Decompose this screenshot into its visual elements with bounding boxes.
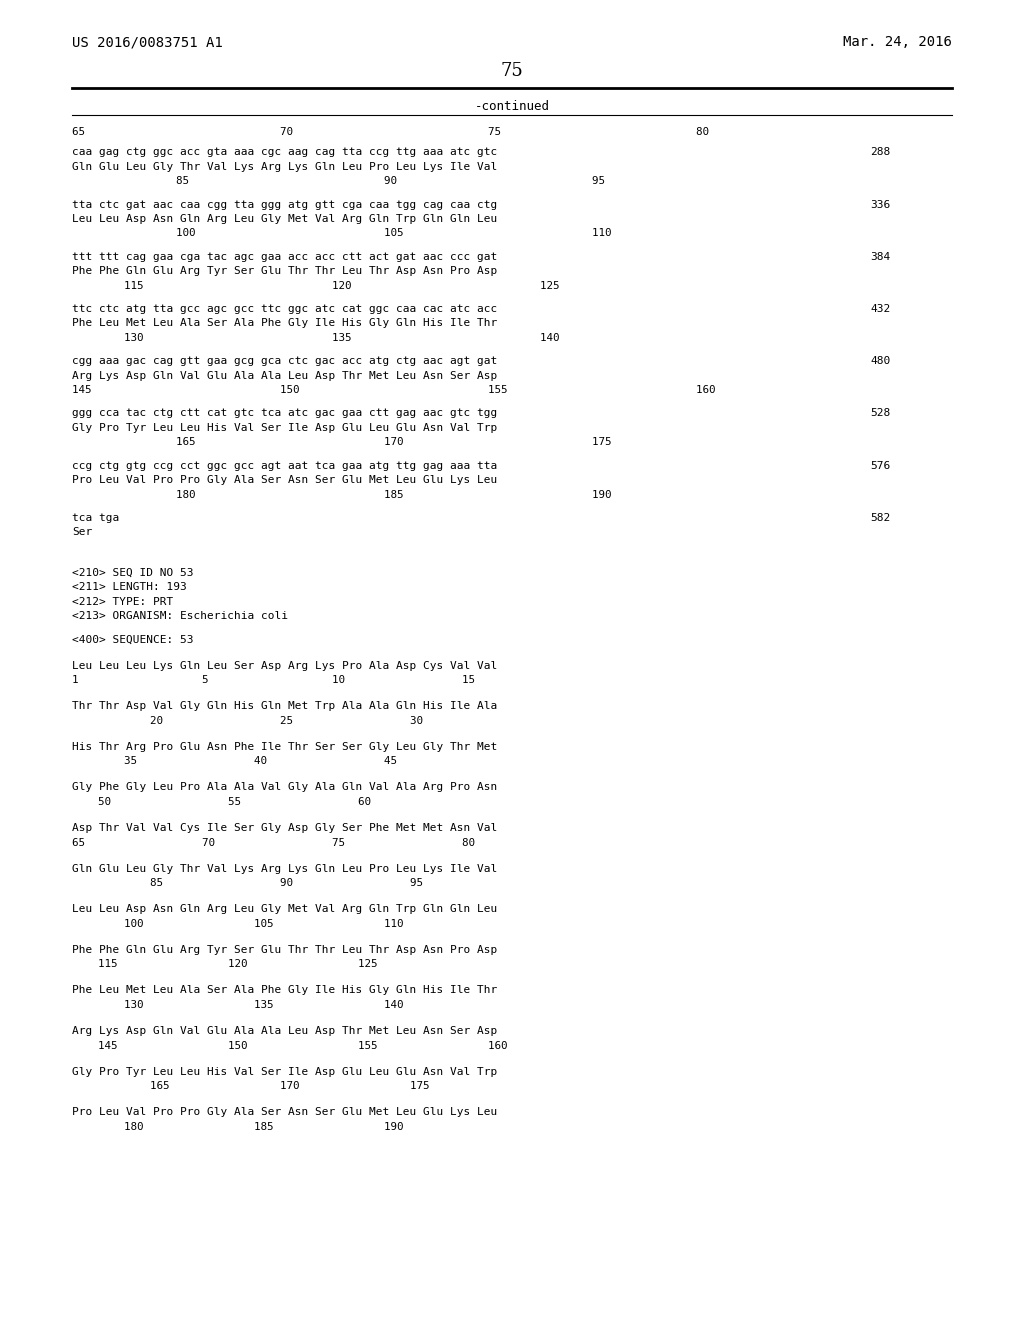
Text: 65                              70                              75              : 65 70 75 <box>72 127 709 137</box>
Text: -continued: -continued <box>474 100 550 114</box>
Text: 100                 105                 110: 100 105 110 <box>72 919 403 929</box>
Text: 336: 336 <box>870 199 890 210</box>
Text: 528: 528 <box>870 408 890 418</box>
Text: <400> SEQUENCE: 53: <400> SEQUENCE: 53 <box>72 635 194 644</box>
Text: Gly Phe Gly Leu Pro Ala Ala Val Gly Ala Gln Val Ala Arg Pro Asn: Gly Phe Gly Leu Pro Ala Ala Val Gly Ala … <box>72 783 498 792</box>
Text: Mar. 24, 2016: Mar. 24, 2016 <box>843 36 952 49</box>
Text: Arg Lys Asp Gln Val Glu Ala Ala Leu Asp Thr Met Leu Asn Ser Asp: Arg Lys Asp Gln Val Glu Ala Ala Leu Asp … <box>72 1026 498 1036</box>
Text: 100                             105                             110: 100 105 110 <box>72 228 611 239</box>
Text: 165                             170                             175: 165 170 175 <box>72 437 611 447</box>
Text: <213> ORGANISM: Escherichia coli: <213> ORGANISM: Escherichia coli <box>72 611 288 622</box>
Text: 480: 480 <box>870 356 890 366</box>
Text: Pro Leu Val Pro Pro Gly Ala Ser Asn Ser Glu Met Leu Glu Lys Leu: Pro Leu Val Pro Pro Gly Ala Ser Asn Ser … <box>72 1107 498 1117</box>
Text: 288: 288 <box>870 148 890 157</box>
Text: 115                 120                 125: 115 120 125 <box>72 960 378 969</box>
Text: <211> LENGTH: 193: <211> LENGTH: 193 <box>72 582 186 593</box>
Text: ttc ctc atg tta gcc agc gcc ttc ggc atc cat ggc caa cac atc acc: ttc ctc atg tta gcc agc gcc ttc ggc atc … <box>72 304 498 314</box>
Text: 145                             150                             155             : 145 150 155 <box>72 385 716 395</box>
Text: <210> SEQ ID NO 53: <210> SEQ ID NO 53 <box>72 568 194 578</box>
Text: tca tga: tca tga <box>72 512 119 523</box>
Text: ccg ctg gtg ccg cct ggc gcc agt aat tca gaa atg ttg gag aaa tta: ccg ctg gtg ccg cct ggc gcc agt aat tca … <box>72 461 498 470</box>
Text: Asp Thr Val Val Cys Ile Ser Gly Asp Gly Ser Phe Met Met Asn Val: Asp Thr Val Val Cys Ile Ser Gly Asp Gly … <box>72 822 498 833</box>
Text: ggg cca tac ctg ctt cat gtc tca atc gac gaa ctt gag aac gtc tgg: ggg cca tac ctg ctt cat gtc tca atc gac … <box>72 408 498 418</box>
Text: 1                   5                   10                  15: 1 5 10 15 <box>72 675 475 685</box>
Text: 582: 582 <box>870 512 890 523</box>
Text: Gln Glu Leu Gly Thr Val Lys Arg Lys Gln Leu Pro Leu Lys Ile Val: Gln Glu Leu Gly Thr Val Lys Arg Lys Gln … <box>72 162 498 172</box>
Text: Arg Lys Asp Gln Val Glu Ala Ala Leu Asp Thr Met Leu Asn Ser Asp: Arg Lys Asp Gln Val Glu Ala Ala Leu Asp … <box>72 371 498 380</box>
Text: Leu Leu Leu Lys Gln Leu Ser Asp Arg Lys Pro Ala Asp Cys Val Val: Leu Leu Leu Lys Gln Leu Ser Asp Arg Lys … <box>72 660 498 671</box>
Text: ttt ttt cag gaa cga tac agc gaa acc acc ctt act gat aac ccc gat: ttt ttt cag gaa cga tac agc gaa acc acc … <box>72 252 498 261</box>
Text: 50                  55                  60: 50 55 60 <box>72 797 371 807</box>
Text: 85                  90                  95: 85 90 95 <box>72 878 423 888</box>
Text: Ser: Ser <box>72 527 92 537</box>
Text: Gly Pro Tyr Leu Leu His Val Ser Ile Asp Glu Leu Glu Asn Val Trp: Gly Pro Tyr Leu Leu His Val Ser Ile Asp … <box>72 1067 498 1077</box>
Text: 180                             185                             190: 180 185 190 <box>72 490 611 499</box>
Text: 65                  70                  75                  80: 65 70 75 80 <box>72 837 475 847</box>
Text: His Thr Arg Pro Glu Asn Phe Ile Thr Ser Ser Gly Leu Gly Thr Met: His Thr Arg Pro Glu Asn Phe Ile Thr Ser … <box>72 742 498 752</box>
Text: Leu Leu Asp Asn Gln Arg Leu Gly Met Val Arg Gln Trp Gln Gln Leu: Leu Leu Asp Asn Gln Arg Leu Gly Met Val … <box>72 904 498 915</box>
Text: US 2016/0083751 A1: US 2016/0083751 A1 <box>72 36 223 49</box>
Text: Gly Pro Tyr Leu Leu His Val Ser Ile Asp Glu Leu Glu Asn Val Trp: Gly Pro Tyr Leu Leu His Val Ser Ile Asp … <box>72 422 498 433</box>
Text: 115                             120                             125: 115 120 125 <box>72 281 559 290</box>
Text: 145                 150                 155                 160: 145 150 155 160 <box>72 1040 508 1051</box>
Text: <212> TYPE: PRT: <212> TYPE: PRT <box>72 597 173 607</box>
Text: Leu Leu Asp Asn Gln Arg Leu Gly Met Val Arg Gln Trp Gln Gln Leu: Leu Leu Asp Asn Gln Arg Leu Gly Met Val … <box>72 214 498 224</box>
Text: caa gag ctg ggc acc gta aaa cgc aag cag tta ccg ttg aaa atc gtc: caa gag ctg ggc acc gta aaa cgc aag cag … <box>72 148 498 157</box>
Text: 180                 185                 190: 180 185 190 <box>72 1122 403 1131</box>
Text: Gln Glu Leu Gly Thr Val Lys Arg Lys Gln Leu Pro Leu Lys Ile Val: Gln Glu Leu Gly Thr Val Lys Arg Lys Gln … <box>72 863 498 874</box>
Text: 165                 170                 175: 165 170 175 <box>72 1081 429 1092</box>
Text: 432: 432 <box>870 304 890 314</box>
Text: 384: 384 <box>870 252 890 261</box>
Text: Phe Leu Met Leu Ala Ser Ala Phe Gly Ile His Gly Gln His Ile Thr: Phe Leu Met Leu Ala Ser Ala Phe Gly Ile … <box>72 986 498 995</box>
Text: 20                  25                  30: 20 25 30 <box>72 715 423 726</box>
Text: Thr Thr Asp Val Gly Gln His Gln Met Trp Ala Ala Gln His Ile Ala: Thr Thr Asp Val Gly Gln His Gln Met Trp … <box>72 701 498 711</box>
Text: 75: 75 <box>501 62 523 81</box>
Text: Phe Leu Met Leu Ala Ser Ala Phe Gly Ile His Gly Gln His Ile Thr: Phe Leu Met Leu Ala Ser Ala Phe Gly Ile … <box>72 318 498 329</box>
Text: tta ctc gat aac caa cgg tta ggg atg gtt cga caa tgg cag caa ctg: tta ctc gat aac caa cgg tta ggg atg gtt … <box>72 199 498 210</box>
Text: 576: 576 <box>870 461 890 470</box>
Text: Phe Phe Gln Glu Arg Tyr Ser Glu Thr Thr Leu Thr Asp Asn Pro Asp: Phe Phe Gln Glu Arg Tyr Ser Glu Thr Thr … <box>72 945 498 954</box>
Text: Pro Leu Val Pro Pro Gly Ala Ser Asn Ser Glu Met Leu Glu Lys Leu: Pro Leu Val Pro Pro Gly Ala Ser Asn Ser … <box>72 475 498 484</box>
Text: cgg aaa gac cag gtt gaa gcg gca ctc gac acc atg ctg aac agt gat: cgg aaa gac cag gtt gaa gcg gca ctc gac … <box>72 356 498 366</box>
Text: 130                 135                 140: 130 135 140 <box>72 1001 403 1010</box>
Text: 130                             135                             140: 130 135 140 <box>72 333 559 343</box>
Text: 85                              90                              95: 85 90 95 <box>72 177 605 186</box>
Text: Phe Phe Gln Glu Arg Tyr Ser Glu Thr Thr Leu Thr Asp Asn Pro Asp: Phe Phe Gln Glu Arg Tyr Ser Glu Thr Thr … <box>72 267 498 276</box>
Text: 35                  40                  45: 35 40 45 <box>72 756 397 767</box>
